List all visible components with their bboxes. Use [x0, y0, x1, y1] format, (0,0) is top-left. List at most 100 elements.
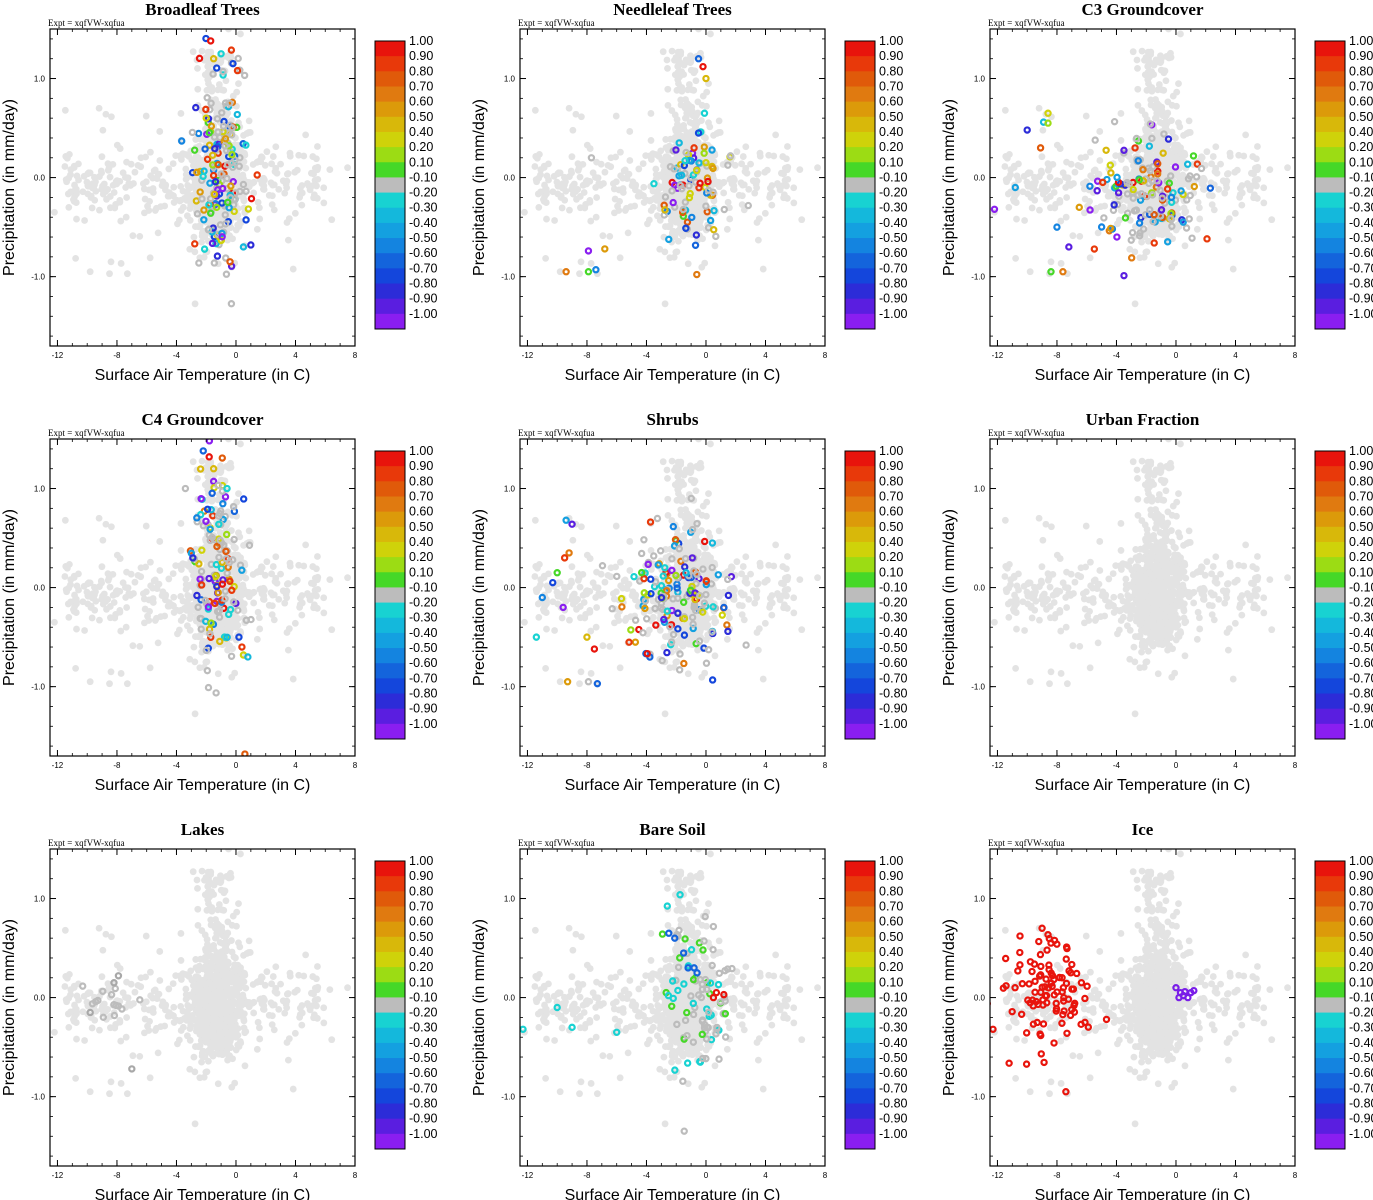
data-points — [521, 29, 821, 308]
data-point — [239, 171, 247, 179]
data-point — [672, 248, 680, 256]
data-point — [240, 71, 249, 80]
data-point — [230, 207, 238, 216]
data-point — [1183, 160, 1192, 168]
data-point — [1190, 182, 1199, 191]
data-point — [154, 229, 162, 237]
data-point — [210, 190, 219, 199]
data-point — [1136, 254, 1144, 262]
data-point — [146, 198, 153, 205]
data-point — [260, 186, 268, 193]
colorbar-label: -0.70 — [409, 261, 438, 275]
data-point — [1240, 152, 1248, 160]
data-point — [1171, 141, 1179, 149]
data-point — [105, 164, 113, 172]
data-point — [156, 157, 164, 164]
data-point — [99, 126, 107, 134]
colorbar-frame — [844, 40, 876, 330]
data-point — [1203, 235, 1211, 243]
data-point — [569, 126, 577, 134]
data-point — [631, 186, 639, 194]
colorbar-label: -0.10 — [879, 170, 908, 184]
data-point — [1082, 153, 1090, 161]
data-point — [790, 199, 798, 207]
data-point — [179, 560, 187, 568]
data-point — [314, 143, 321, 150]
data-point — [616, 254, 624, 262]
data-point — [1079, 180, 1087, 188]
data-point — [1036, 144, 1045, 152]
data-point — [1253, 155, 1260, 163]
data-point — [1197, 164, 1206, 173]
data-point — [1155, 101, 1163, 109]
data-point — [533, 154, 541, 162]
data-point — [203, 57, 211, 65]
data-point — [706, 123, 714, 131]
data-point — [1047, 204, 1054, 212]
data-point — [161, 596, 169, 604]
data-point — [256, 156, 264, 164]
data-point — [1141, 211, 1150, 219]
data-point — [784, 175, 792, 183]
data-point — [221, 220, 230, 228]
data-point — [665, 235, 673, 244]
data-point — [1161, 160, 1169, 167]
data-point — [122, 623, 130, 631]
data-point — [196, 188, 204, 196]
data-point — [1107, 169, 1115, 177]
data-point — [169, 570, 177, 577]
data-point — [201, 145, 209, 153]
data-point — [198, 195, 206, 203]
colorbar-segment — [845, 238, 875, 254]
data-point — [204, 225, 213, 234]
data-point — [690, 67, 697, 75]
data-point — [298, 599, 306, 607]
data-point — [671, 215, 679, 223]
data-point — [206, 37, 215, 45]
data-point — [202, 658, 210, 666]
data-point — [1133, 56, 1141, 64]
data-point — [314, 175, 322, 183]
data-point — [586, 145, 594, 152]
data-point — [172, 562, 180, 570]
data-point — [1045, 164, 1053, 172]
data-point — [73, 215, 80, 223]
data-point — [535, 203, 543, 211]
data-point — [695, 159, 703, 167]
data-point — [1193, 225, 1201, 233]
data-point — [326, 576, 334, 584]
data-point — [1215, 185, 1223, 193]
data-point — [272, 143, 280, 151]
x-tick-label: 0 — [1174, 351, 1179, 360]
data-point — [685, 130, 693, 137]
data-point — [744, 201, 752, 210]
data-point — [1020, 172, 1028, 180]
data-point — [1035, 104, 1043, 112]
data-point — [70, 162, 78, 170]
data-point — [199, 172, 207, 181]
data-point — [584, 247, 593, 255]
data-point — [1099, 178, 1107, 187]
data-point — [275, 185, 283, 193]
data-point — [1186, 172, 1194, 180]
data-point — [1253, 165, 1261, 173]
data-point — [298, 201, 306, 209]
data-point — [707, 30, 714, 38]
colorbar-segment — [845, 86, 875, 103]
colorbar-segment — [1315, 238, 1345, 254]
colorbar-label: 0.50 — [409, 110, 433, 124]
data-point — [542, 254, 550, 262]
data-point — [190, 233, 198, 241]
data-point — [344, 164, 351, 172]
data-point — [102, 110, 110, 118]
data-point — [710, 206, 718, 215]
data-point — [687, 164, 695, 172]
data-point — [256, 614, 263, 622]
data-point — [661, 206, 669, 214]
data-point — [205, 201, 213, 209]
data-point — [615, 207, 623, 214]
data-point — [192, 103, 200, 112]
data-point — [706, 216, 715, 225]
data-point — [652, 165, 660, 173]
data-point — [784, 143, 791, 150]
